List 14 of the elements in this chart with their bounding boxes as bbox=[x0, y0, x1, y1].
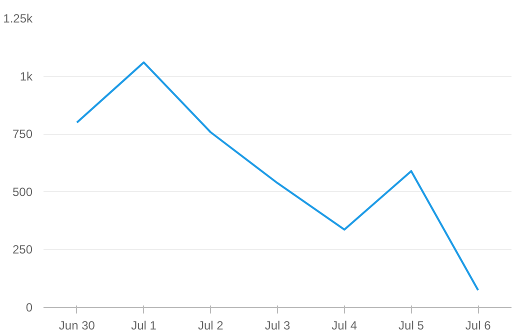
x-tick-label: Jul 2 bbox=[198, 318, 224, 332]
x-tick-label: Jul 6 bbox=[465, 318, 492, 332]
x-tick-label: Jun 30 bbox=[58, 318, 96, 332]
x-tick-label: Jul 5 bbox=[398, 318, 424, 332]
x-tick-label: Jul 1 bbox=[131, 318, 157, 332]
x-tick-label: Jul 3 bbox=[264, 318, 290, 332]
y-tick-label: 750 bbox=[12, 127, 33, 142]
y-tick-label: 1.25k bbox=[3, 12, 34, 26]
x-tick-label: Jul 4 bbox=[332, 318, 358, 332]
y-tick-label: 250 bbox=[12, 242, 33, 257]
y-tick-label: 500 bbox=[12, 184, 33, 199]
y-tick-label: 0 bbox=[26, 300, 33, 314]
line-series bbox=[76, 61, 480, 292]
y-tick-label: 1k bbox=[20, 69, 34, 84]
